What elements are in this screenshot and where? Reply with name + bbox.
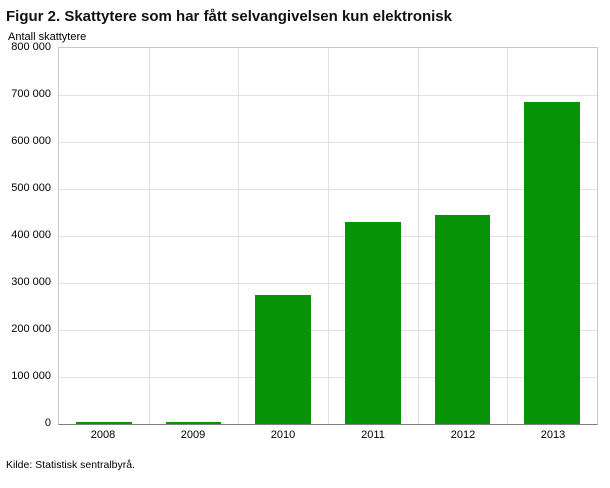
bar-2011 (345, 221, 401, 424)
bar-2008 (76, 422, 132, 424)
x-tick-label-2011: 2011 (361, 429, 385, 441)
bar-2013 (524, 102, 580, 424)
x-tick-label-2009: 2009 (180, 429, 206, 441)
x-tick-label-2010: 2010 (270, 429, 296, 441)
y-tick-label: 500 000 (11, 182, 51, 194)
y-axis-labels: 0 100 000 200 000 300 000 400 000 500 000 600 … (0, 41, 58, 429)
x-axis-labels: 2008 2009 2010 2011 2012 2013 (58, 425, 598, 441)
y-tick-label: 400 000 (11, 229, 51, 241)
bar-2009 (165, 422, 222, 424)
x-tick-label-2012: 2012 (450, 429, 476, 441)
gridline-vertical (417, 48, 419, 424)
y-tick-label: 700 000 (11, 88, 51, 100)
x-tick-label-2013: 2013 (540, 429, 566, 441)
x-tick-label-2008: 2008 (90, 429, 116, 441)
bar-2012 (434, 214, 491, 424)
y-tick-label: 200 000 (11, 323, 51, 335)
y-tick-label: 0 (44, 417, 51, 429)
gridline-vertical (148, 48, 150, 424)
gridline-vertical (507, 48, 509, 424)
gridline-vertical (328, 48, 329, 424)
source-note: Kilde: Statistisk sentralbyrå. (6, 459, 135, 471)
y-tick-label: 300 000 (11, 276, 51, 288)
y-tick-label: 600 000 (11, 135, 51, 147)
plot-area (58, 47, 598, 425)
y-axis-title: Antall skattytere (8, 31, 87, 43)
chart-title: Figur 2. Skattytere som har fått selvang… (6, 8, 452, 25)
chart-area: 0 100 000 200 000 300 000 400 000 500 000 600 … (0, 41, 610, 429)
bar-2010 (255, 294, 311, 424)
y-tick-label: 800 000 (11, 41, 51, 53)
y-tick-label: 100 000 (11, 370, 51, 382)
gridline-vertical (238, 48, 240, 424)
